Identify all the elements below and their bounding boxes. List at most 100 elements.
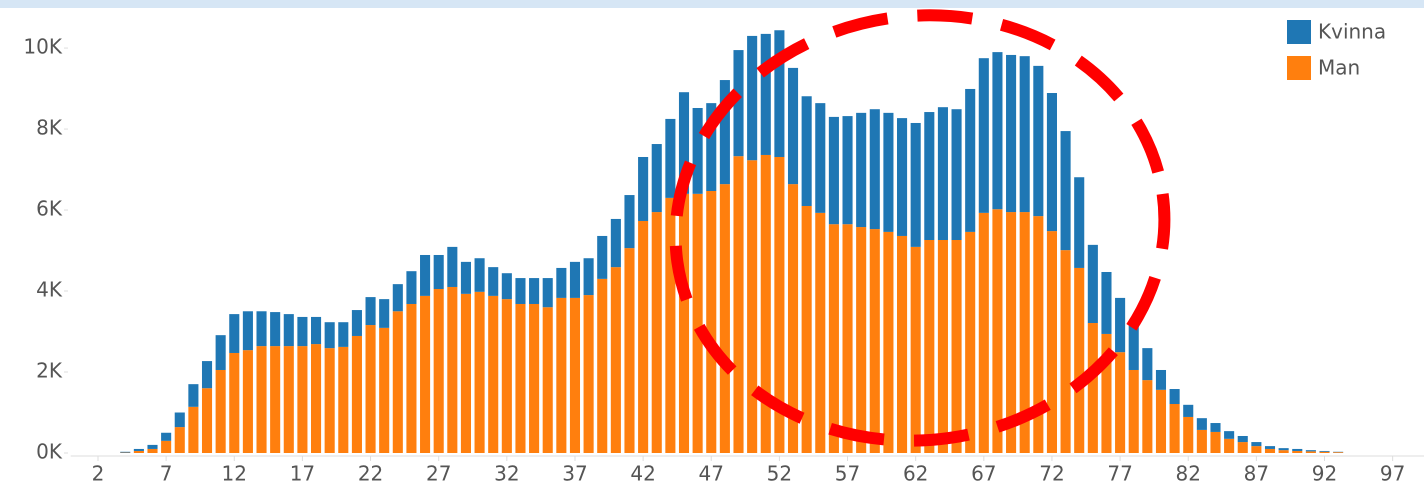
bar-segment: [1019, 56, 1030, 213]
bar-segment: [242, 350, 253, 453]
bar-segment: [992, 52, 1003, 210]
bar-segment: [787, 67, 799, 185]
x-tick-label: 47: [699, 462, 724, 486]
bar-segment: [883, 112, 894, 232]
x-tick-label: 42: [630, 462, 655, 486]
bar-segment: [1210, 423, 1221, 432]
bar-segment: [474, 291, 485, 453]
bar-segment: [474, 258, 485, 292]
x-tick-label: 72: [1039, 462, 1064, 486]
bar-segment: [787, 184, 799, 453]
bar-segment: [1196, 429, 1207, 453]
bar-segment: [1074, 267, 1085, 453]
bar-segment: [120, 451, 131, 453]
bar-segment: [133, 450, 144, 453]
bar-segment: [1033, 65, 1044, 217]
y-tick-label: 10K: [23, 35, 62, 59]
bar-segment: [542, 278, 553, 308]
y-tick-label: 2K: [36, 359, 63, 383]
bar-segment: [1142, 348, 1153, 381]
bar-segment: [501, 299, 512, 453]
bar-segment: [1319, 450, 1330, 452]
y-tick-label: 4K: [36, 278, 63, 302]
bar-segment: [1101, 333, 1112, 453]
bar-segment: [379, 327, 390, 453]
bar-segment: [338, 322, 349, 347]
bar-segment: [869, 229, 880, 453]
bar-segment: [706, 103, 717, 192]
bar-segment: [447, 246, 458, 287]
bar-segment: [583, 295, 594, 453]
bar-segment: [1183, 416, 1194, 453]
bar-segment: [1333, 452, 1344, 453]
bar-segment: [760, 33, 771, 155]
bar-segment: [1155, 389, 1167, 453]
bar-segment: [951, 109, 962, 241]
bar-segment: [283, 346, 294, 453]
bar-segment: [488, 295, 499, 453]
bar-segment: [801, 205, 812, 453]
bar-segment: [515, 303, 526, 453]
bar-segment: [1115, 297, 1126, 353]
bar-segment: [774, 156, 785, 454]
bar-segment: [188, 384, 199, 407]
bar-segment: [174, 427, 185, 453]
bar-segment: [420, 254, 431, 296]
x-tick-label: 7: [160, 462, 173, 486]
bar-segment: [311, 316, 322, 345]
bar-segment: [569, 261, 581, 298]
bar-segment: [638, 220, 649, 453]
bar-segment: [351, 335, 362, 453]
bar-segment: [910, 246, 921, 453]
bar-segment: [283, 314, 294, 347]
legend-label: Kvinna: [1318, 20, 1386, 44]
x-tick-label: 62: [903, 462, 928, 486]
bar-segment: [365, 297, 376, 326]
bar-segment: [297, 346, 308, 453]
bar-segment: [897, 235, 908, 453]
bar-segment: [1210, 431, 1221, 453]
bar-segment: [1278, 450, 1289, 453]
bar-segment: [242, 311, 253, 351]
bar-segment: [583, 258, 594, 296]
bar-segment: [1046, 231, 1057, 453]
bar-segment: [1046, 93, 1057, 232]
bar-segment: [1251, 442, 1262, 447]
bar-segment: [338, 346, 349, 453]
bar-segment: [270, 346, 281, 453]
bar-segment: [869, 109, 880, 230]
bar-segment: [842, 116, 853, 225]
bar-segment: [488, 267, 499, 296]
bar-segment: [324, 348, 335, 453]
x-tick-label: 17: [290, 462, 315, 486]
bar-segment: [856, 112, 867, 228]
bar-segment: [951, 240, 962, 453]
bar-segment: [1060, 131, 1071, 251]
x-tick-label: 27: [426, 462, 451, 486]
bar-segment: [215, 335, 226, 370]
bar-segment: [1292, 448, 1303, 451]
bar-segment: [678, 92, 690, 194]
x-tick-label: 2: [92, 462, 105, 486]
bar-segment: [1115, 352, 1126, 453]
bar-segment: [965, 88, 976, 232]
highlight-ellipse: [669, 9, 1171, 447]
bar-segment: [624, 248, 635, 453]
bar-segment: [651, 212, 662, 453]
bar-segment: [610, 267, 621, 453]
header-strip: [0, 0, 1424, 8]
bar-segment: [1224, 431, 1235, 439]
bar-segment: [351, 310, 362, 336]
bar-segment: [201, 361, 213, 389]
bar-segment: [515, 278, 526, 304]
bar-segment: [747, 160, 758, 453]
bar-segment: [965, 231, 976, 453]
bar-segment: [392, 284, 403, 312]
bar-segment: [856, 227, 867, 453]
bar-segment: [1183, 404, 1194, 417]
bar-segment: [392, 311, 403, 453]
bar-segment: [815, 103, 826, 213]
bar-segment: [529, 278, 540, 304]
x-tick-label: 77: [1107, 462, 1132, 486]
